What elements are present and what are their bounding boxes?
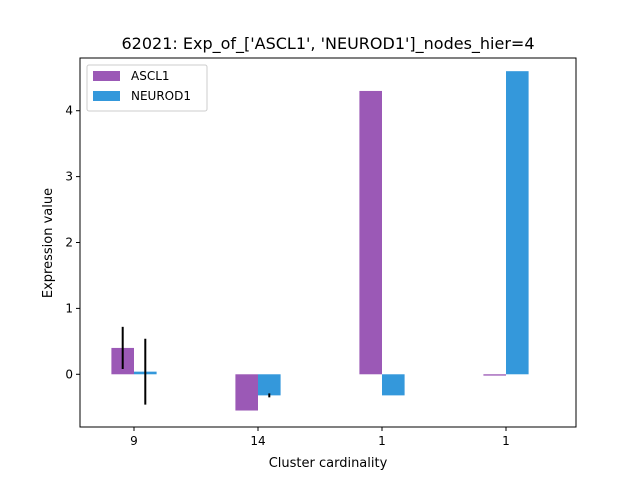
- legend-label: ASCL1: [131, 69, 170, 83]
- legend-swatch: [93, 71, 120, 81]
- plot-area: [111, 71, 529, 411]
- legend-label: NEUROD1: [131, 89, 191, 103]
- bar: [258, 374, 281, 396]
- y-tick-label: 0: [65, 367, 73, 381]
- legend: ASCL1 NEUROD1: [86, 64, 208, 112]
- bar: [382, 374, 405, 396]
- y-axis-label: Expression value: [41, 188, 56, 298]
- bar: [483, 374, 506, 376]
- chart-title: 62021: Exp_of_['ASCL1', 'NEUROD1']_nodes…: [121, 34, 534, 54]
- y-tick-label: 1: [65, 301, 73, 315]
- x-tick-label: 1: [378, 434, 386, 448]
- y-tick-label: 4: [65, 104, 73, 118]
- legend-swatch: [93, 91, 120, 101]
- x-tick-label: 9: [130, 434, 138, 448]
- x-tick-label: 14: [250, 434, 265, 448]
- y-tick-label: 3: [65, 170, 73, 184]
- x-tick-label: 1: [502, 434, 510, 448]
- bar: [359, 90, 382, 375]
- bar: [235, 374, 258, 411]
- bar: [506, 71, 529, 375]
- x-axis-label: Cluster cardinality: [269, 456, 388, 471]
- y-tick-label: 2: [65, 236, 73, 250]
- x-axis: 9 14 1 1: [130, 427, 510, 448]
- y-axis: 0 1 2 3 4: [65, 104, 80, 381]
